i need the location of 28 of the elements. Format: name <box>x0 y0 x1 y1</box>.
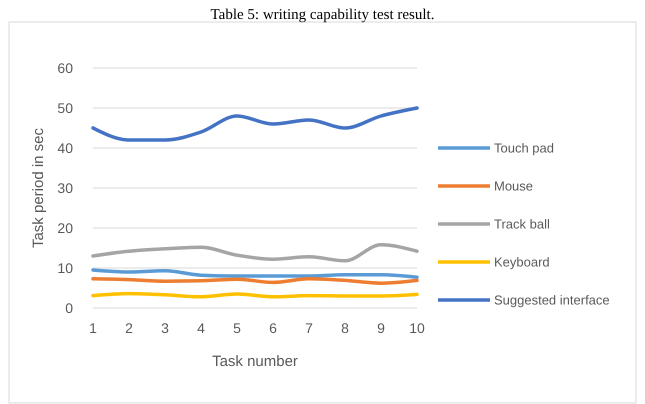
y-tick-label: 20 <box>57 220 74 236</box>
x-tick-label: 1 <box>89 320 98 336</box>
legend-label: Track ball <box>494 216 550 232</box>
legend-label: Suggested interface <box>494 292 610 308</box>
y-tick-label: 10 <box>57 260 74 276</box>
y-axis-title: Task period in sec <box>30 127 47 248</box>
line-series <box>91 106 419 142</box>
line-series <box>91 243 419 263</box>
x-tick-label: 6 <box>269 320 278 336</box>
x-tick-label: 8 <box>341 320 350 336</box>
x-tick-label: 5 <box>233 320 242 336</box>
x-axis-title: Task number <box>212 353 298 370</box>
x-tick-label: 2 <box>125 320 134 336</box>
legend-label: Touch pad <box>494 140 554 156</box>
y-tick-label: 0 <box>65 300 74 316</box>
x-tick-label: 4 <box>197 320 206 336</box>
chart-title: Table 5: writing capability test result. <box>210 7 434 23</box>
x-tick-label: 9 <box>377 320 386 336</box>
legend-label: Keyboard <box>494 254 550 270</box>
y-tick-label: 60 <box>57 60 74 76</box>
y-tick-label: 40 <box>57 140 74 156</box>
y-tick-label: 50 <box>57 100 74 116</box>
y-tick-label: 30 <box>57 180 74 196</box>
line-series <box>91 268 419 279</box>
x-tick-label: 10 <box>409 320 425 336</box>
x-tick-label: 7 <box>305 320 314 336</box>
x-tick-label: 3 <box>161 320 170 336</box>
legend-label: Mouse <box>494 178 534 194</box>
